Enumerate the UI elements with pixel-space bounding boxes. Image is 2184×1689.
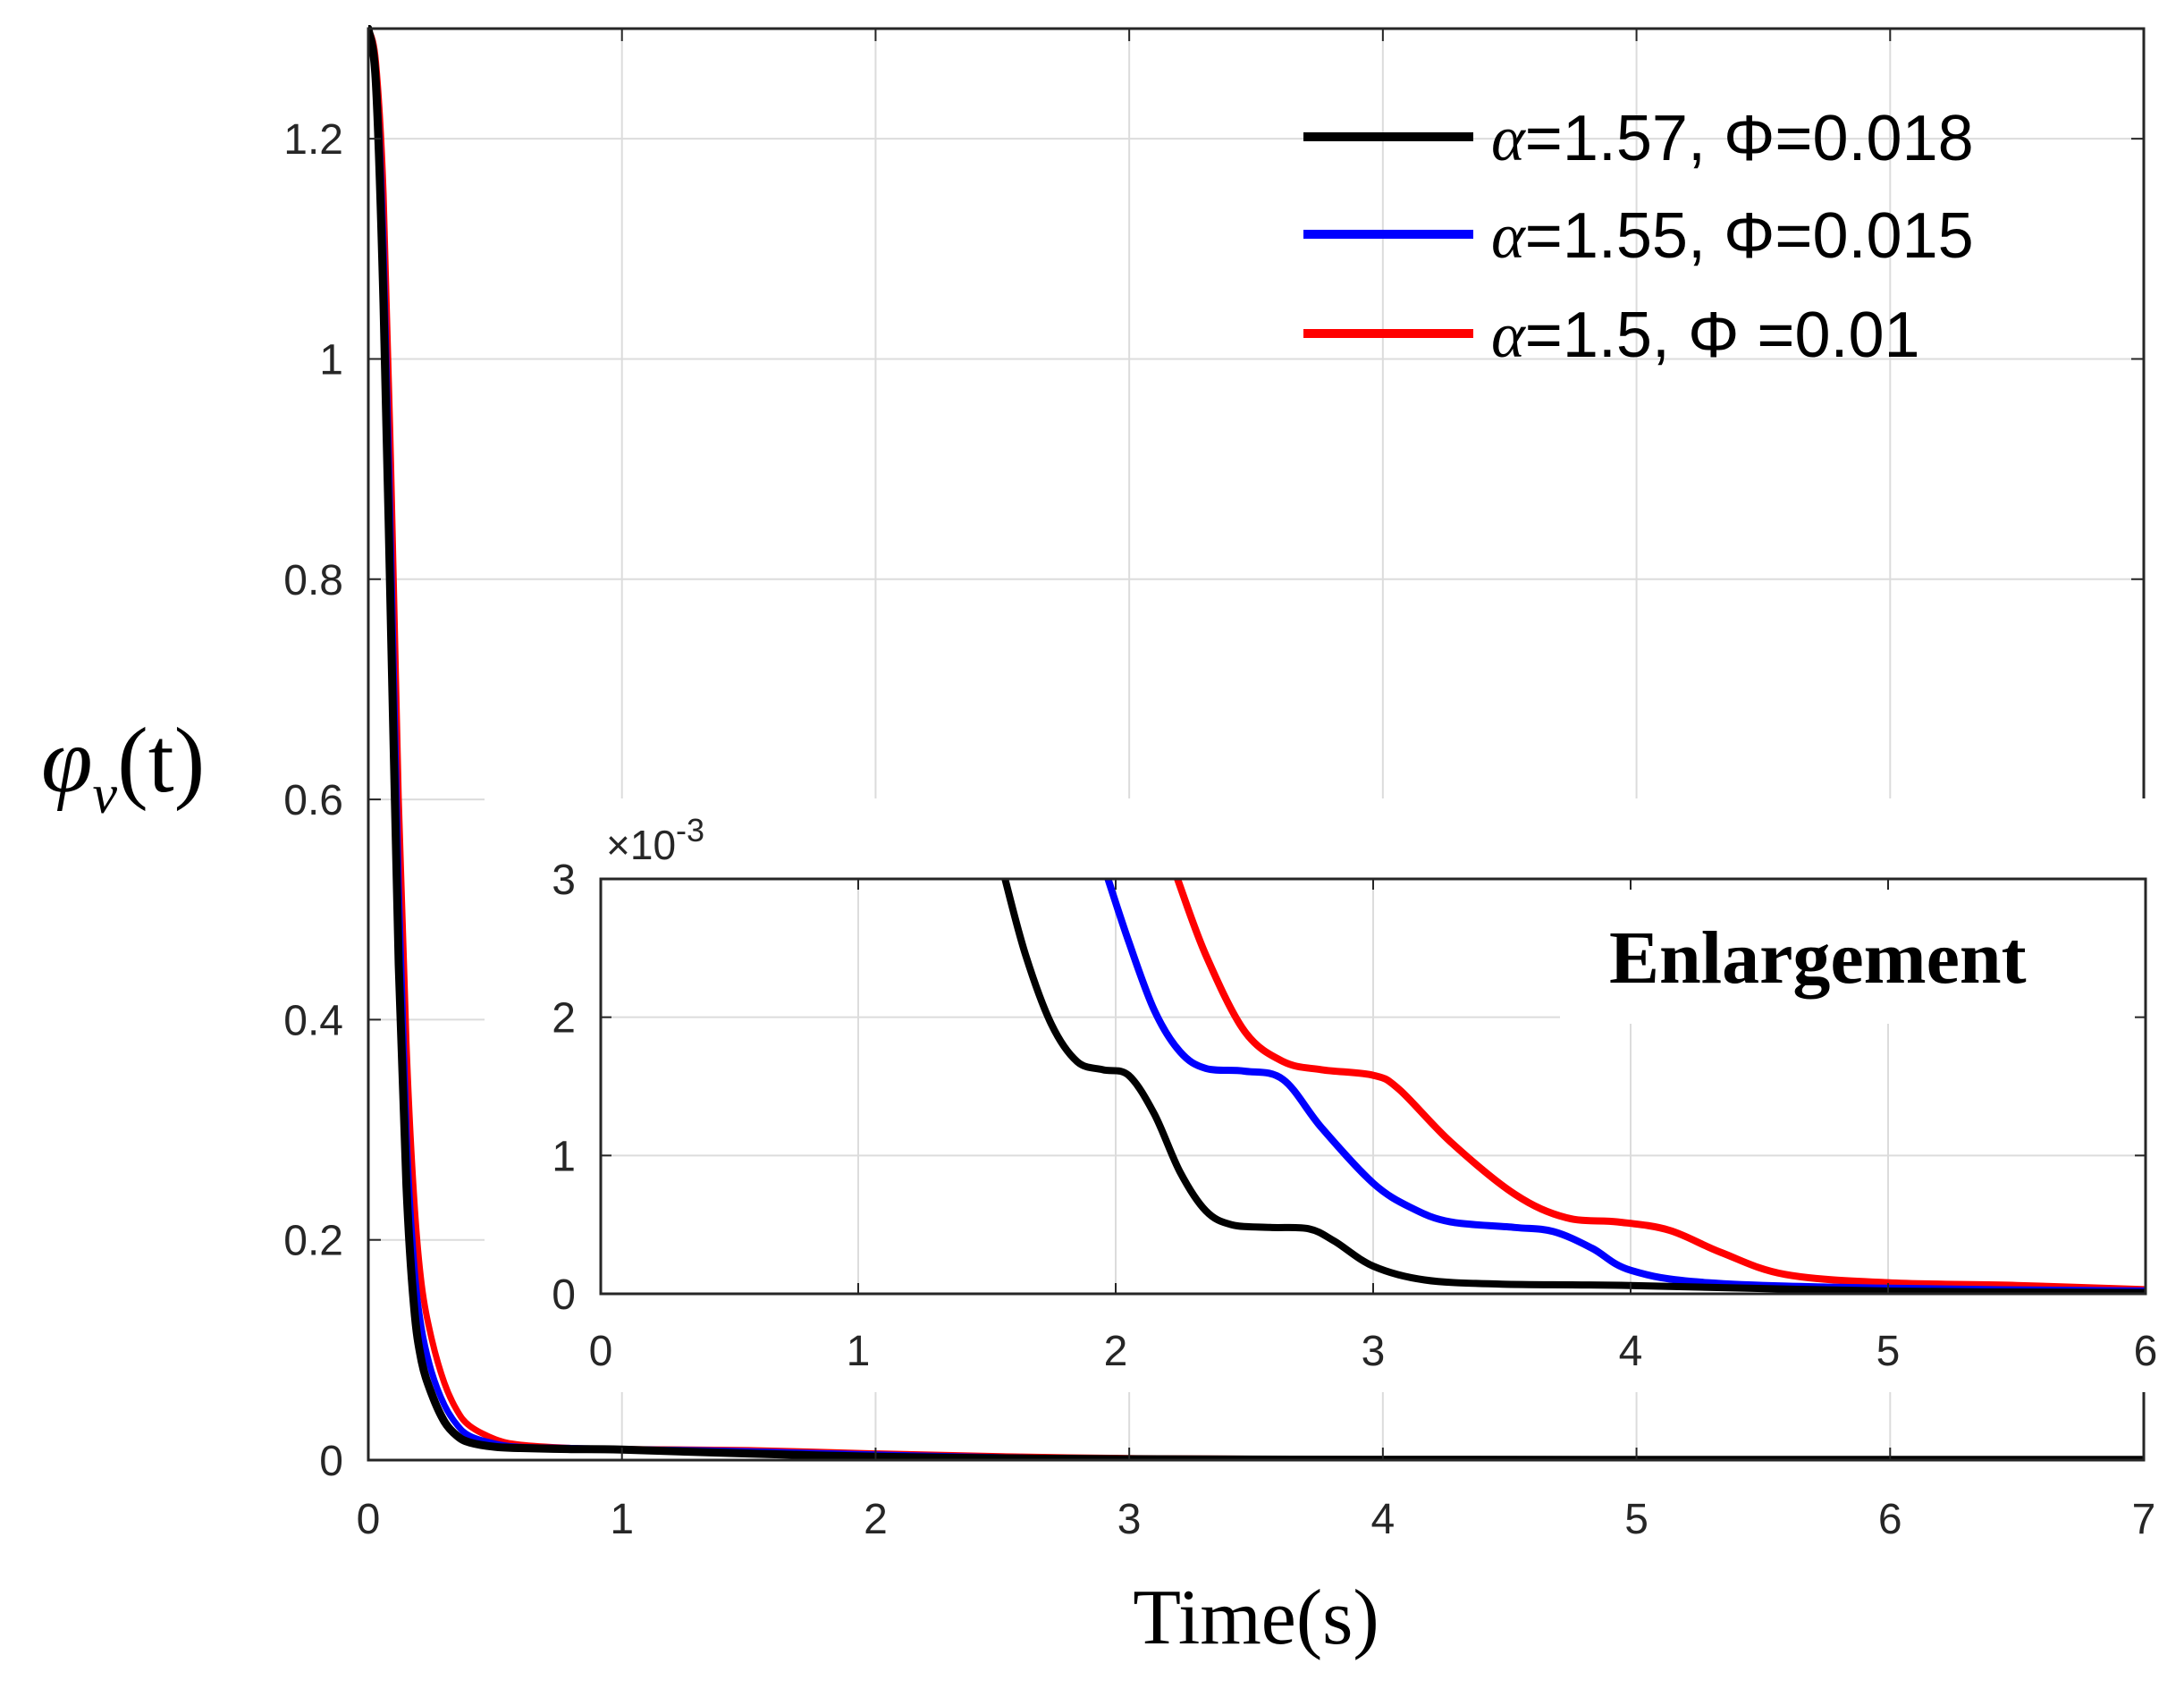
main-ytick-label: 0.8 — [283, 557, 343, 604]
inset-xtick-label: 2 — [1104, 1328, 1128, 1375]
main-xtick-label: 3 — [1117, 1496, 1142, 1543]
inset-xtick-label: 0 — [589, 1328, 613, 1375]
inset-ytick-label: 0 — [552, 1271, 576, 1319]
inset-ytick-label: 3 — [552, 857, 576, 904]
legend: α=1.57, Φ=0.018 α=1.55, Φ=0.015 α=1.5, Φ =… — [1303, 103, 1974, 371]
legend-label-1: α=1.55, Φ=0.015 — [1491, 200, 1974, 272]
inset-multiplier: ×10-3 — [606, 812, 704, 868]
main-xtick-label: 6 — [1878, 1496, 1902, 1543]
inset-xtick-label: 3 — [1362, 1328, 1386, 1375]
inset-xtick-label: 6 — [2134, 1328, 2158, 1375]
main-xtick-label: 0 — [357, 1496, 381, 1543]
inset-ytick-label: 2 — [552, 995, 576, 1043]
inset-series-line-1 — [1104, 879, 2146, 1294]
inset-frame — [599, 877, 2147, 1296]
inset-xtick-label: 1 — [847, 1328, 871, 1375]
main-xtick-label: 5 — [1624, 1496, 1649, 1543]
main-ytick-label: 1 — [319, 336, 343, 384]
legend-label-2: α=1.5, Φ =0.01 — [1491, 300, 1920, 371]
inset-title-box — [1560, 883, 2142, 1024]
inset-xtick-label: 4 — [1619, 1328, 1643, 1375]
main-ytick-label: 1.2 — [283, 116, 343, 164]
inset-xtick-label: 5 — [1876, 1328, 1901, 1375]
y-axis-label: φv(t) — [41, 709, 205, 825]
inset-title: Enlargement — [1609, 916, 2027, 1000]
main-ytick-label: 0.4 — [283, 997, 343, 1044]
inset-series-line-0 — [1001, 879, 2146, 1294]
x-axis-label: Time(s) — [1133, 1575, 1379, 1661]
main-xtick-label: 2 — [864, 1496, 888, 1543]
main-xtick-label: 7 — [2132, 1496, 2156, 1543]
main-frame — [367, 27, 2146, 1462]
main-xtick-label: 4 — [1371, 1496, 1396, 1543]
inset-series-line-2 — [1174, 879, 2146, 1294]
inset-ytick-label: 1 — [552, 1133, 576, 1180]
main-ytick-label: 0.6 — [283, 777, 343, 824]
main-ytick-label: 0 — [319, 1438, 343, 1485]
inset-series-group — [1001, 879, 2146, 1294]
legend-label-0: α=1.57, Φ=0.018 — [1491, 103, 1974, 174]
main-ytick-label: 0.2 — [283, 1218, 343, 1265]
main-xtick-label: 1 — [610, 1496, 634, 1543]
